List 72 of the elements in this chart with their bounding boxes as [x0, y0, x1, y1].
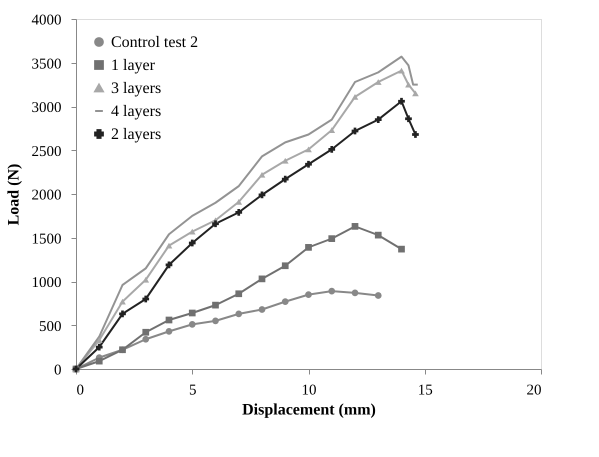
legend-label: 3 layers — [111, 80, 162, 97]
point — [142, 336, 150, 343]
point — [328, 235, 336, 242]
point — [412, 131, 419, 138]
legend-label: 2 layers — [111, 126, 162, 143]
point — [305, 291, 312, 298]
point — [212, 318, 219, 324]
point — [374, 79, 382, 85]
point — [188, 321, 196, 328]
point — [166, 328, 172, 335]
point — [398, 68, 405, 74]
point — [328, 288, 336, 294]
point — [352, 223, 358, 230]
point — [374, 292, 382, 299]
point — [282, 298, 289, 305]
point — [305, 160, 312, 168]
x-tick-label: 0 — [76, 382, 84, 398]
point — [374, 232, 382, 238]
point — [282, 158, 289, 164]
point — [258, 306, 266, 313]
x-tick-label: 15 — [418, 382, 433, 398]
point — [352, 290, 358, 296]
point — [142, 328, 150, 336]
point — [328, 146, 336, 153]
point — [282, 176, 289, 182]
y-tick-label: 1500 — [32, 231, 62, 248]
y-tick-label: 3500 — [32, 56, 62, 72]
y-tick-label: 2500 — [32, 144, 62, 160]
y-tick-label: 3000 — [32, 100, 62, 116]
x-axis-title: Displacement (mm) — [242, 402, 376, 418]
x-tick-label: 5 — [189, 382, 196, 398]
point — [398, 246, 405, 252]
point — [166, 262, 172, 268]
y-tick-label: 4000 — [32, 12, 62, 28]
point — [166, 242, 172, 249]
point — [188, 240, 196, 246]
point — [119, 298, 126, 305]
point — [212, 220, 219, 228]
point — [96, 344, 103, 350]
point — [235, 209, 242, 216]
point — [405, 82, 412, 88]
point — [305, 244, 312, 251]
point — [282, 262, 289, 270]
point — [258, 172, 266, 178]
legend-label: 1 layer — [111, 57, 156, 74]
point — [405, 115, 412, 122]
point — [235, 310, 242, 318]
point — [352, 128, 358, 134]
point — [96, 358, 103, 364]
point — [142, 296, 150, 302]
point — [166, 316, 172, 324]
legend-label: Control test 2 — [111, 34, 198, 51]
point — [188, 228, 196, 235]
point — [188, 310, 196, 316]
y-tick-label: 500 — [39, 318, 62, 335]
y-tick-label: 0 — [54, 362, 62, 378]
point — [212, 302, 219, 308]
point — [258, 276, 266, 282]
point — [119, 310, 126, 318]
x-tick-label: 10 — [302, 382, 316, 398]
y-tick-label: 1000 — [32, 275, 62, 291]
x-tick-label: 20 — [526, 382, 542, 398]
point — [412, 90, 419, 96]
point — [305, 146, 312, 152]
point — [235, 290, 242, 298]
point — [258, 192, 266, 198]
legend-label: 4 layers — [111, 103, 162, 120]
y-axis-title: Load (N) — [6, 164, 22, 226]
point — [352, 94, 358, 100]
point — [374, 116, 382, 123]
point — [398, 98, 405, 105]
y-tick-label: 2000 — [32, 188, 62, 204]
